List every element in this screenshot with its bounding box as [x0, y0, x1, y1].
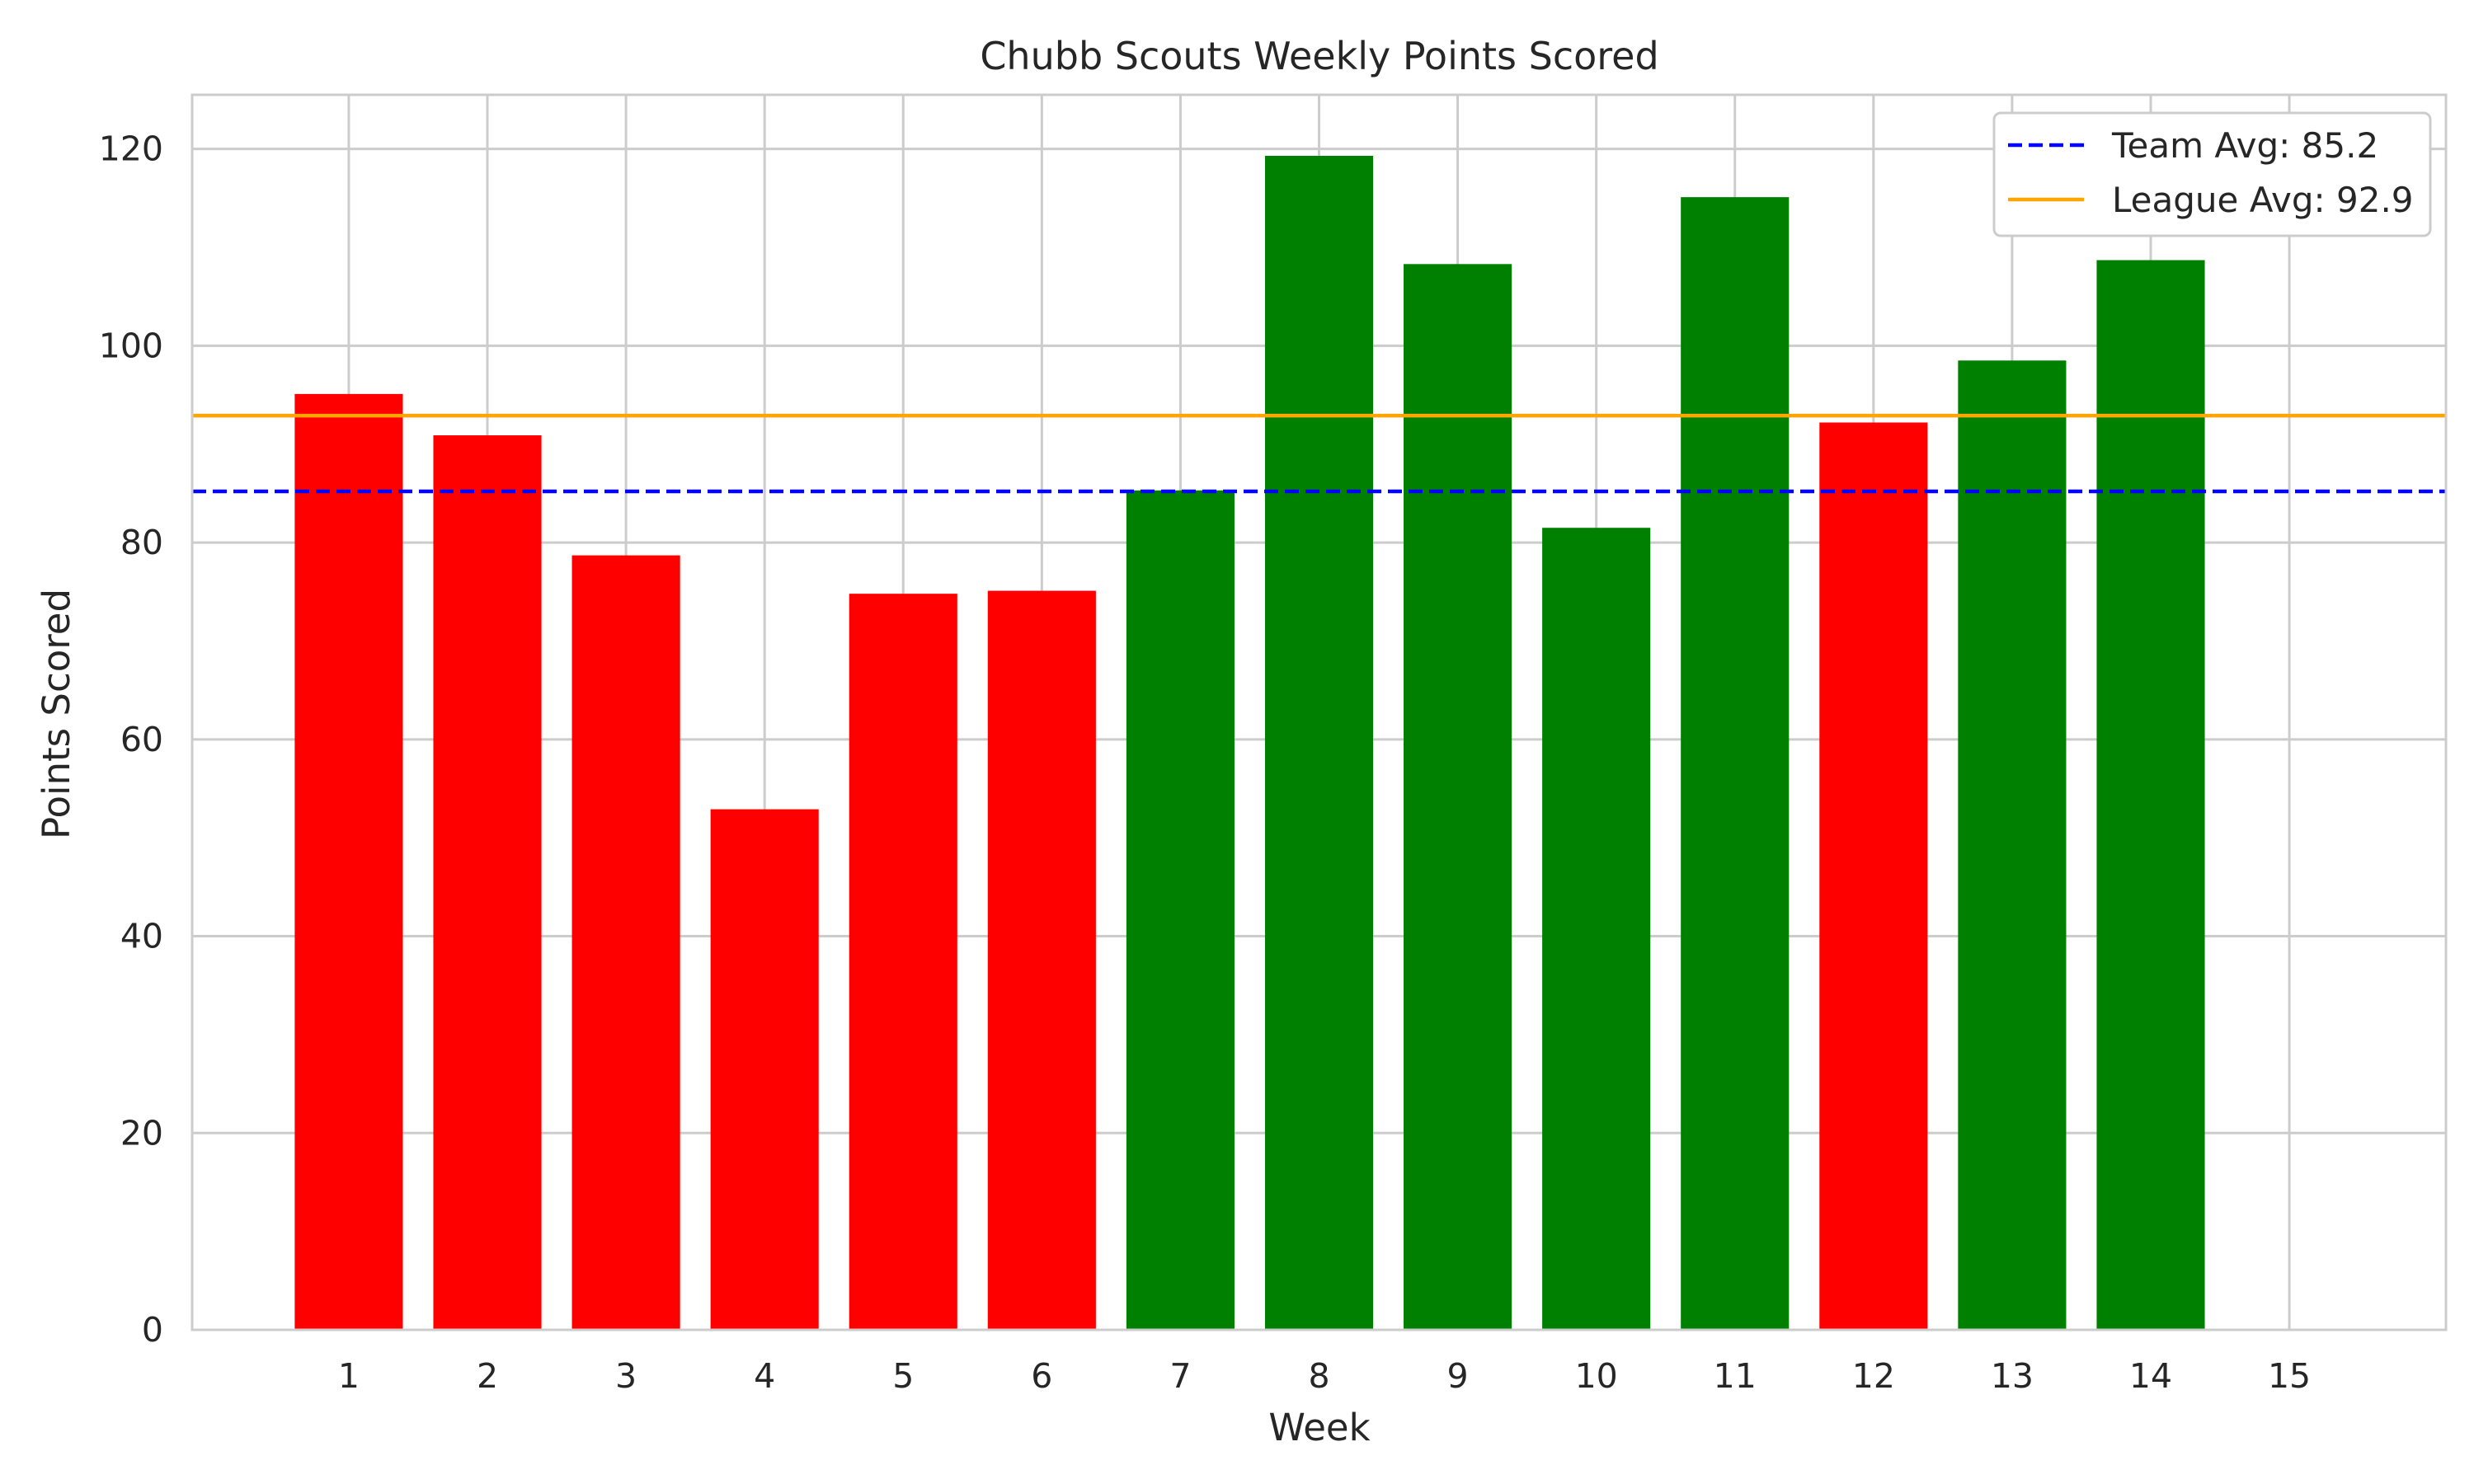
y-tick-label: 100	[99, 326, 163, 365]
x-tick-label: 15	[2268, 1356, 2311, 1396]
bars	[294, 156, 2205, 1331]
bar-week-4	[710, 809, 819, 1330]
x-tick-label: 7	[1169, 1356, 1191, 1396]
y-tick-label: 80	[120, 523, 163, 562]
x-axis-ticks: 1 2 3 4 5 6 7 8 9 10 11 12 13 14 15	[338, 1356, 2311, 1396]
legend-label-league-avg: League Avg: 92.9	[2112, 180, 2414, 220]
y-tick-label: 40	[120, 917, 163, 956]
x-tick-label: 5	[892, 1356, 914, 1396]
bar-week-11	[1681, 197, 1790, 1330]
x-tick-label: 13	[1991, 1356, 2034, 1396]
x-tick-label: 11	[1714, 1356, 1757, 1396]
x-tick-label: 14	[2129, 1356, 2172, 1396]
bar-week-10	[1542, 528, 1651, 1330]
y-tick-label: 120	[99, 129, 163, 169]
x-tick-label: 4	[754, 1356, 775, 1396]
bar-week-2	[433, 434, 542, 1331]
x-tick-label: 3	[615, 1356, 637, 1396]
y-tick-label: 60	[120, 720, 163, 759]
legend-box	[1992, 111, 2432, 237]
y-axis-label: Points Scored	[35, 589, 78, 839]
y-tick-label: 0	[142, 1310, 163, 1350]
bar-week-7	[1126, 490, 1235, 1330]
y-axis-ticks: 0 20 40 60 80 100 120	[99, 129, 163, 1350]
x-tick-label: 8	[1308, 1356, 1329, 1396]
chart-title: Chubb Scouts Weekly Points Scored	[980, 34, 1658, 78]
bar-week-1	[294, 393, 403, 1330]
bar-week-9	[1404, 264, 1512, 1330]
x-tick-label: 6	[1031, 1356, 1052, 1396]
reference-lines	[192, 413, 2446, 494]
legend: Team Avg: 85.2 League Avg: 92.9	[1992, 111, 2432, 237]
bar-week-6	[987, 590, 1096, 1330]
bar-week-14	[2096, 260, 2205, 1331]
bar-week-13	[1958, 360, 2067, 1331]
x-tick-label: 10	[1575, 1356, 1618, 1396]
x-axis-label: Week	[1268, 1406, 1370, 1449]
bar-week-12	[1819, 422, 1928, 1330]
bar-week-5	[849, 594, 957, 1330]
x-tick-label: 9	[1447, 1356, 1469, 1396]
legend-label-team-avg: Team Avg: 85.2	[2111, 125, 2378, 166]
plot-frame	[190, 93, 2448, 1331]
x-tick-label: 2	[477, 1356, 498, 1396]
bar-week-3	[571, 555, 680, 1330]
bar-week-8	[1264, 156, 1374, 1331]
y-tick-label: 20	[120, 1113, 163, 1153]
x-tick-label: 1	[338, 1356, 360, 1396]
x-tick-label: 12	[1852, 1356, 1895, 1396]
